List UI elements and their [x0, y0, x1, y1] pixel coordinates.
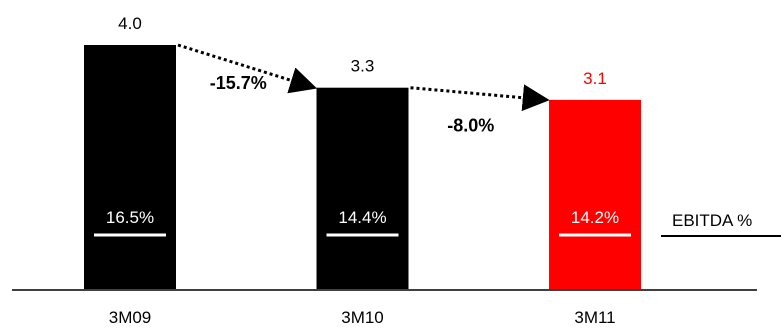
category-label-3m09: 3M09: [109, 308, 152, 327]
ebitda-margin-legend: EBITDA %: [661, 211, 781, 237]
bars-layer: 4.0 16.5% 3M09 3.3 14.4% 3M10 3.1 14.2% 3M11: [84, 14, 641, 327]
ebitda-margin-value-3m09: 16.5%: [106, 208, 154, 227]
bar-3m10: [316, 87, 409, 289]
category-label-3m11: 3M11: [574, 308, 615, 327]
change-label-2: -8.0%: [447, 116, 494, 136]
change-label-1: -15.7%: [210, 73, 267, 93]
value-label-3m11: 3.1: [583, 69, 607, 88]
change-arrow-2: [410, 84, 550, 112]
ebitda-margin-value-3m10: 14.4%: [338, 208, 386, 227]
category-label-3m10: 3M10: [341, 308, 384, 327]
ebitda-margin-value-3m11: 14.2%: [571, 208, 619, 227]
ebitda-margin-label: EBITDA %: [672, 211, 752, 230]
bar-3m09: [84, 45, 176, 289]
change-arrows-layer: -15.7% -8.0%: [177, 43, 550, 136]
bar-3m11: [549, 99, 641, 290]
value-label-3m09: 4.0: [118, 14, 142, 33]
value-label-3m10: 3.3: [351, 57, 375, 76]
